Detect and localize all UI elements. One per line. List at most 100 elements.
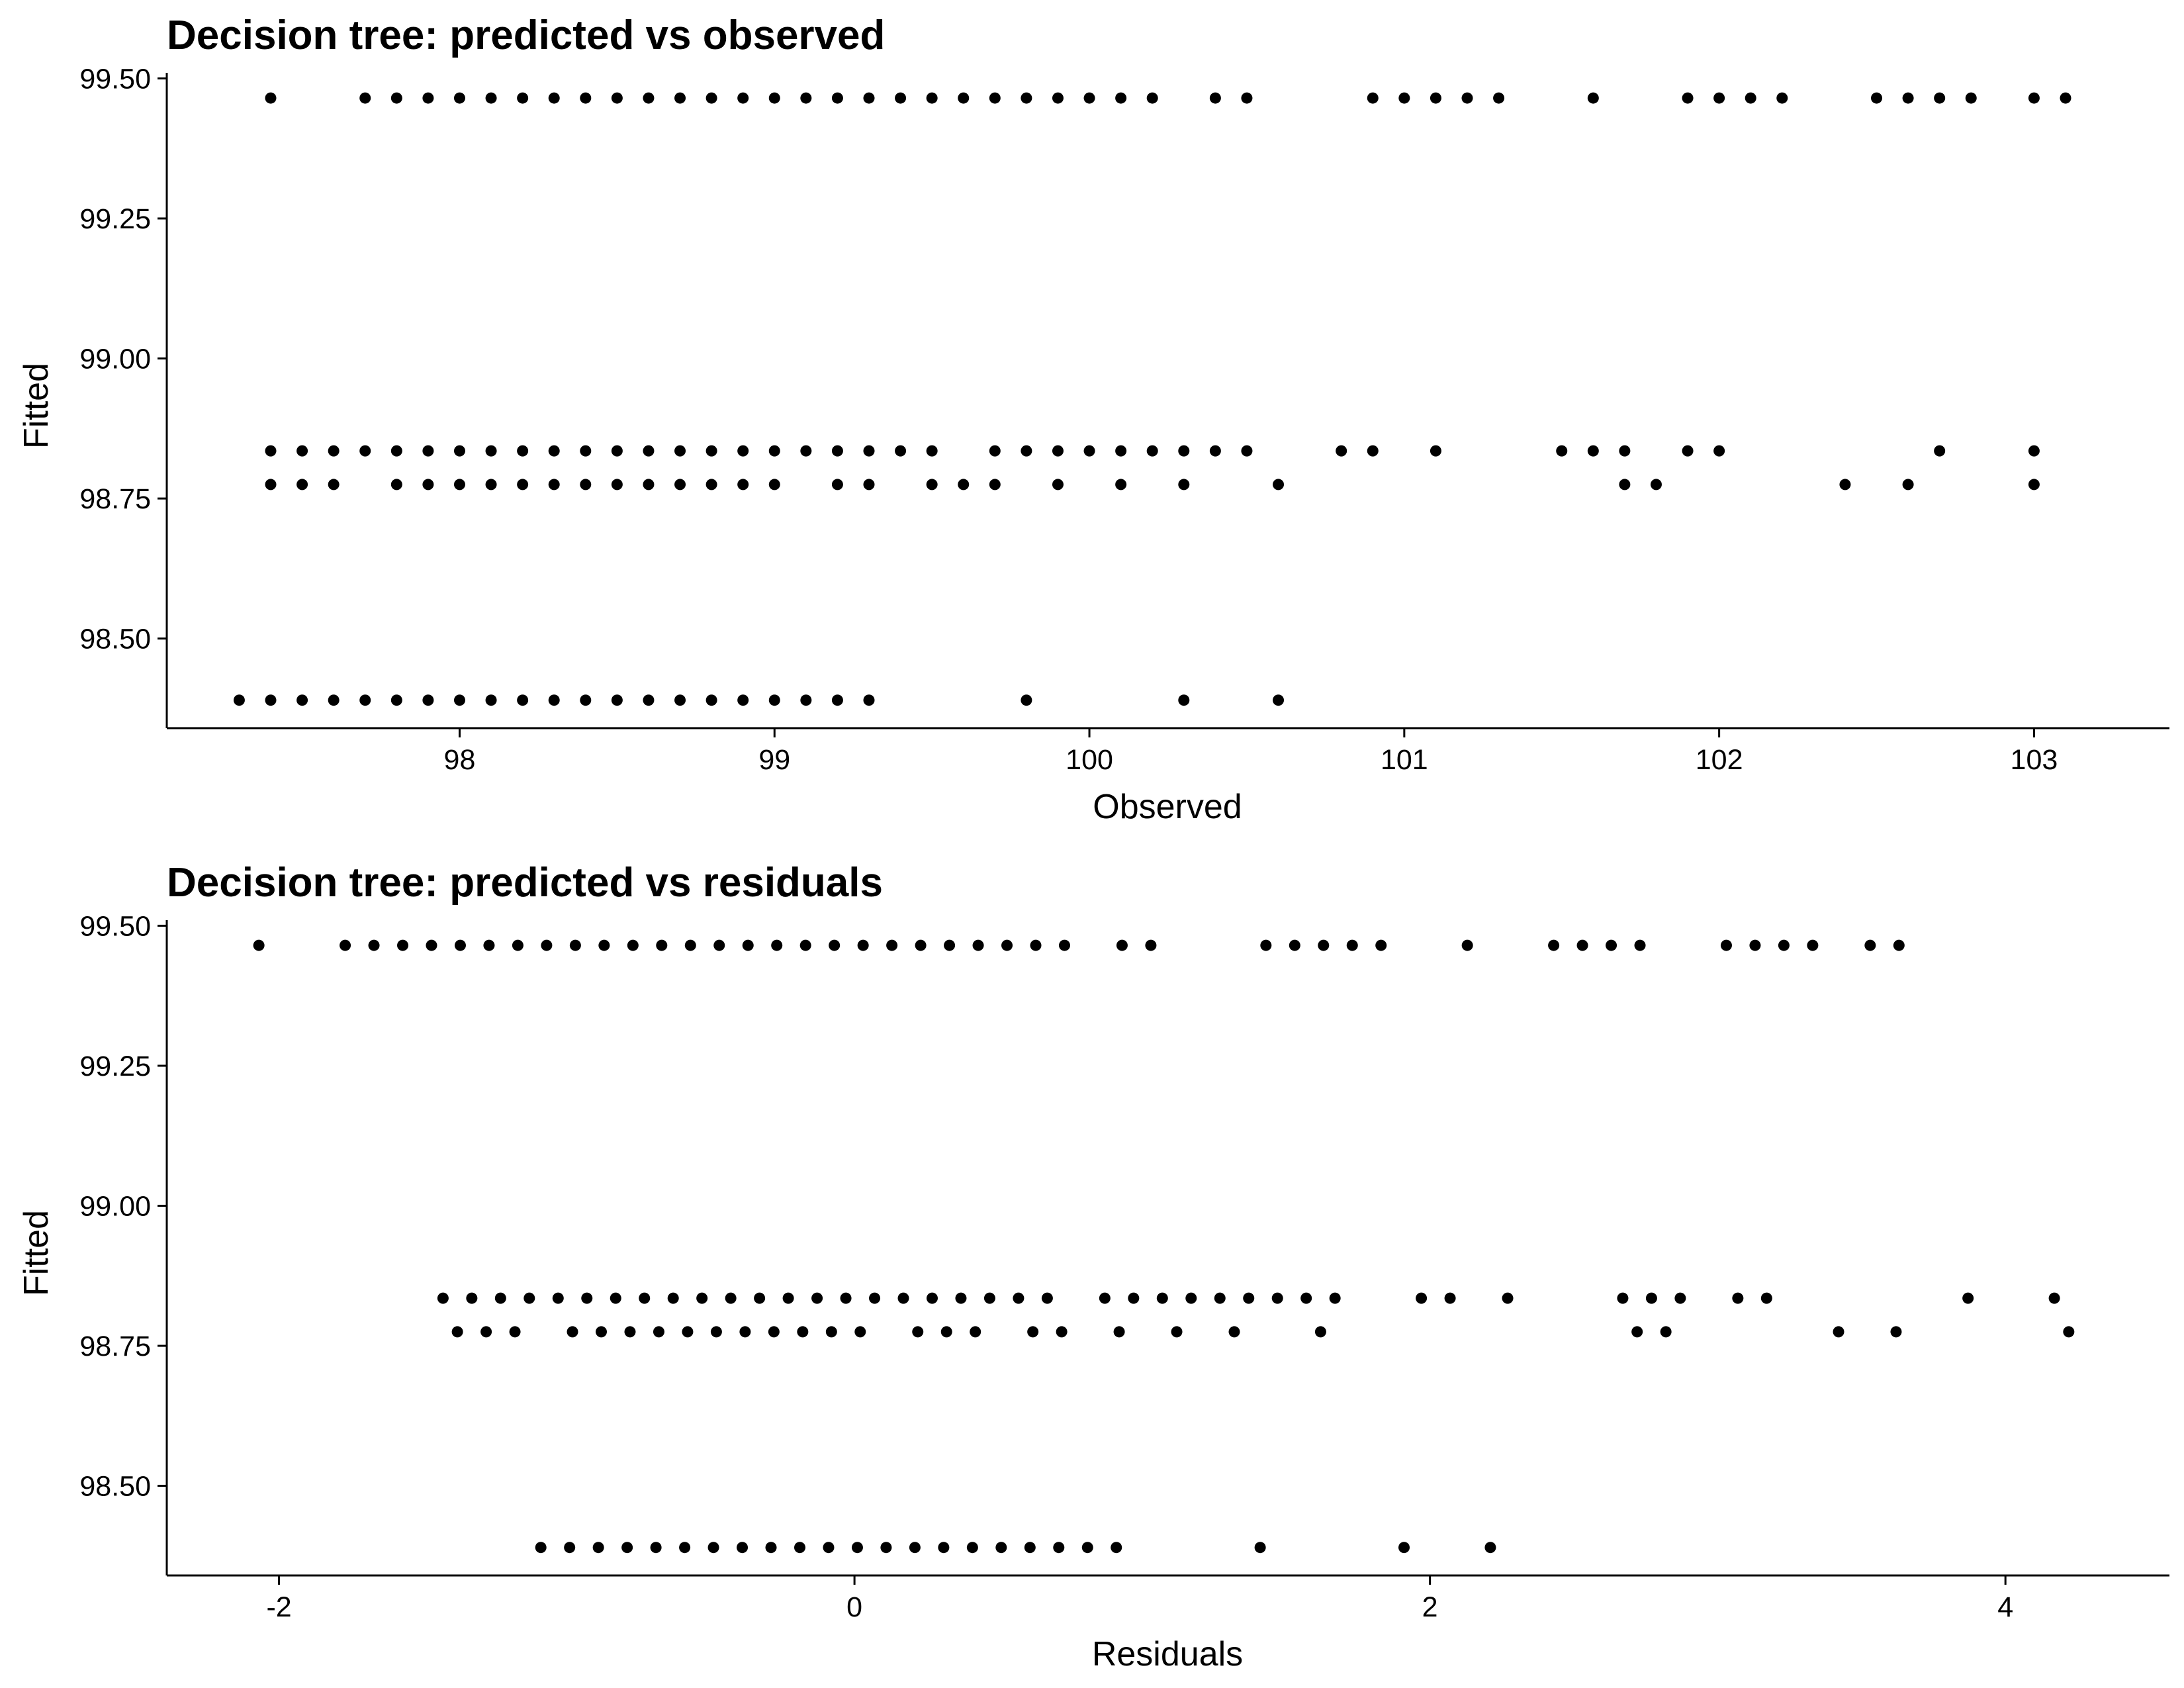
y-tick-label: 98.75 [79, 1331, 151, 1362]
data-point [682, 1326, 694, 1338]
data-point [1273, 479, 1285, 491]
data-point [340, 939, 351, 951]
data-point [825, 1326, 837, 1338]
data-point [453, 479, 465, 491]
data-point [829, 939, 841, 951]
data-point [768, 694, 780, 706]
data-point [368, 939, 380, 951]
data-point [674, 445, 686, 457]
data-point [451, 1326, 463, 1338]
data-point [1178, 479, 1190, 491]
data-point [880, 1542, 892, 1554]
data-point [1178, 694, 1190, 706]
data-point [1058, 939, 1070, 951]
data-point [1214, 1292, 1226, 1304]
data-point [1021, 694, 1032, 706]
data-point [517, 694, 529, 706]
data-point [2028, 479, 2040, 491]
data-point [1430, 92, 1441, 104]
data-point [390, 92, 402, 104]
data-point [359, 445, 371, 457]
data-point [1587, 92, 1599, 104]
data-point [1156, 1292, 1168, 1304]
data-point [958, 92, 970, 104]
data-point [359, 92, 371, 104]
data-point [517, 445, 529, 457]
data-point [926, 445, 938, 457]
y-tick-label: 99.25 [79, 203, 151, 235]
data-point [674, 92, 686, 104]
data-point [2060, 92, 2071, 104]
x-axis-label: Observed [1093, 788, 1242, 826]
data-point [1056, 1326, 1068, 1338]
panel-residuals: Decision tree: predicted vs residuals Re… [17, 860, 2169, 1673]
data-point [737, 694, 749, 706]
data-point [737, 1542, 749, 1554]
data-point [1713, 445, 1725, 457]
data-point [548, 445, 560, 457]
data-point [390, 479, 402, 491]
data-point [422, 479, 434, 491]
data-point [926, 479, 938, 491]
data-point [2028, 92, 2040, 104]
data-point [1318, 939, 1330, 951]
data-point [390, 445, 402, 457]
data-point [1430, 445, 1441, 457]
data-point [765, 1542, 777, 1554]
data-point [710, 1326, 722, 1338]
data-point [1760, 1292, 1772, 1304]
data-point [1650, 479, 1662, 491]
data-point [2063, 1326, 2075, 1338]
data-point [1587, 445, 1599, 457]
data-point [1461, 92, 1473, 104]
data-point [851, 1542, 863, 1554]
data-point [569, 939, 581, 951]
data-point [1113, 1326, 1125, 1338]
data-point [453, 694, 465, 706]
x-tick-label: 103 [2011, 744, 2058, 776]
data-point [863, 445, 875, 457]
data-point [390, 694, 402, 706]
data-point [1209, 445, 1221, 457]
data-point [453, 445, 465, 457]
data-point [768, 92, 780, 104]
data-point [1052, 92, 1064, 104]
data-point [233, 694, 245, 706]
data-point [886, 939, 898, 951]
data-point [485, 479, 497, 491]
data-point [621, 1542, 633, 1554]
data-point [485, 92, 497, 104]
data-point [926, 92, 938, 104]
chart-title: Decision tree: predicted vs residuals [167, 860, 883, 906]
data-point [422, 694, 434, 706]
data-point [1171, 1326, 1183, 1338]
data-point [1461, 939, 1473, 951]
data-point [940, 1326, 952, 1338]
x-tick-label: 102 [1696, 744, 1743, 776]
data-point [627, 939, 639, 951]
data-point [552, 1292, 564, 1304]
data-point [754, 1292, 766, 1304]
data-point [831, 92, 843, 104]
data-point [966, 1542, 978, 1554]
data-point [483, 939, 495, 951]
data-point [1902, 479, 1914, 491]
data-point [1254, 1542, 1266, 1554]
y-tick-label: 98.50 [79, 1471, 151, 1503]
data-point [955, 1292, 967, 1304]
data-point [684, 939, 696, 951]
data-point [643, 694, 655, 706]
data-point [1083, 445, 1095, 457]
data-point [909, 1542, 921, 1554]
data-point [1444, 1292, 1456, 1304]
data-point [972, 939, 984, 951]
data-point [1243, 1292, 1255, 1304]
data-point [1416, 1292, 1428, 1304]
data-point [643, 445, 655, 457]
y-tick-label: 99.50 [79, 63, 151, 95]
data-point [737, 479, 749, 491]
data-point [611, 92, 623, 104]
data-point [466, 1292, 478, 1304]
x-tick-label: 101 [1381, 744, 1428, 776]
data-point [1965, 92, 1977, 104]
